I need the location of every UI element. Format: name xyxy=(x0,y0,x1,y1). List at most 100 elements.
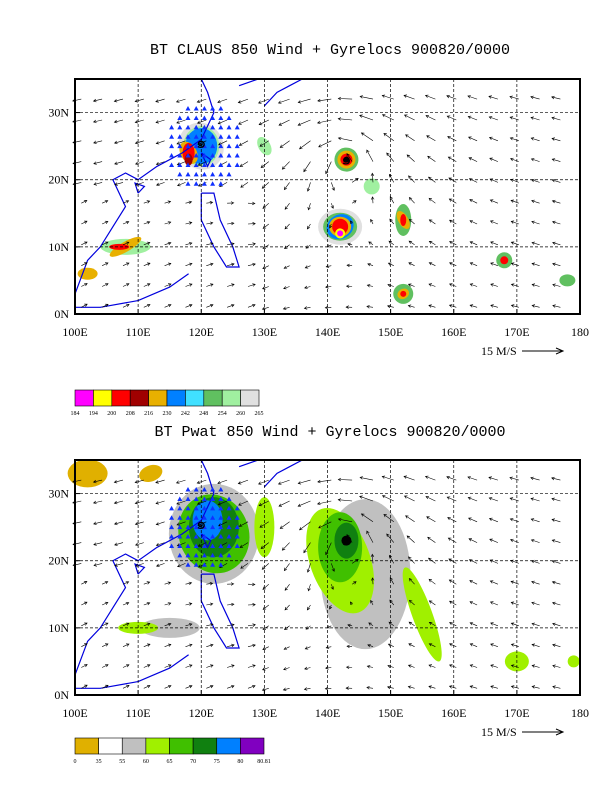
wind-vector xyxy=(262,223,269,229)
gyreloc-marker xyxy=(201,153,207,158)
wind-vector xyxy=(551,179,561,183)
wind-vector xyxy=(448,177,457,183)
wind-vector xyxy=(227,262,235,267)
wind-vector xyxy=(155,98,165,103)
wind-vector xyxy=(262,286,269,290)
wind-vector xyxy=(337,517,353,523)
wind-vector xyxy=(383,133,394,142)
wind-vector xyxy=(449,283,457,287)
cloud-contour xyxy=(400,290,407,297)
wind-vector xyxy=(134,119,144,124)
wind-vector xyxy=(408,240,415,246)
wind-vector xyxy=(426,516,436,523)
colorbar-label: 254 xyxy=(218,411,227,417)
gyreloc-marker xyxy=(210,115,216,120)
gyreloc-marker xyxy=(210,171,216,177)
gyreloc-marker xyxy=(226,524,232,530)
wind-vector xyxy=(551,199,561,204)
wind-vector xyxy=(164,602,172,606)
colorbar-swatch xyxy=(166,389,186,407)
coastline xyxy=(263,78,303,107)
colorbar-swatch xyxy=(240,389,260,407)
typhoon-symbol: ๑ xyxy=(341,150,351,169)
wind-vector xyxy=(406,535,415,543)
wind-vector xyxy=(143,685,151,689)
wind-vector xyxy=(488,116,499,121)
wind-vector xyxy=(303,687,311,691)
wind-vector xyxy=(447,537,457,543)
wind-vector xyxy=(114,563,124,567)
wind-vector xyxy=(101,601,109,606)
panel1-vector-ref-arrowhead xyxy=(555,347,565,355)
wind-vector xyxy=(155,119,165,124)
wind-vector xyxy=(134,479,144,484)
wind-vector xyxy=(143,241,151,246)
wind-vector xyxy=(81,262,88,266)
wind-vector xyxy=(93,140,103,144)
wind-vector xyxy=(176,119,186,124)
cloud-contour xyxy=(363,178,380,195)
wind-vector xyxy=(227,201,235,205)
wind-vector xyxy=(326,244,332,248)
gyreloc-marker xyxy=(201,562,207,567)
wind-vector xyxy=(350,220,354,225)
coastline xyxy=(134,182,146,194)
wind-vector xyxy=(551,158,561,162)
gyreloc-marker xyxy=(201,487,207,492)
gyreloc-marker xyxy=(201,162,207,167)
panel2-vector-ref-label: 15 M/S xyxy=(481,725,517,739)
lat-label: 30N xyxy=(48,106,69,120)
wind-vector xyxy=(370,172,375,183)
wind-vector xyxy=(510,241,519,246)
gyreloc-marker xyxy=(201,124,207,130)
wind-vector xyxy=(325,666,332,670)
colorbar-label: 75 xyxy=(214,759,220,765)
wind-vector xyxy=(227,602,235,607)
gyreloc-marker xyxy=(218,496,224,501)
wind-vector xyxy=(197,521,207,526)
lon-label: 140E xyxy=(315,706,340,720)
wind-vector xyxy=(530,158,540,162)
wind-vector xyxy=(206,643,214,648)
wind-vector xyxy=(403,114,415,121)
cloud-contour xyxy=(337,230,344,237)
gyreloc-marker xyxy=(201,505,207,511)
wind-vector xyxy=(408,175,415,183)
wind-vector xyxy=(389,196,395,204)
wind-vector xyxy=(552,241,561,246)
wind-vector xyxy=(143,643,151,647)
wind-vector xyxy=(388,554,395,564)
wind-vector xyxy=(469,220,478,225)
wind-vector xyxy=(490,685,498,689)
gyreloc-marker xyxy=(193,505,199,511)
gyreloc-marker xyxy=(169,505,175,511)
gyreloc-marker xyxy=(234,124,240,130)
gyreloc-marker xyxy=(210,181,216,186)
wind-vector xyxy=(370,599,374,606)
gyreloc-marker xyxy=(201,496,207,501)
wind-vector xyxy=(185,221,193,225)
wind-vector xyxy=(262,265,269,269)
coastline xyxy=(263,459,303,488)
gyreloc-marker xyxy=(210,543,216,548)
wind-vector xyxy=(134,521,144,526)
wind-vector xyxy=(238,500,249,506)
wind-vector xyxy=(176,140,186,145)
lat-label: 0N xyxy=(54,688,69,702)
wind-vector xyxy=(283,563,290,572)
wind-vector xyxy=(262,202,270,209)
wind-vector xyxy=(283,286,290,290)
gyreloc-marker xyxy=(185,181,191,186)
gyreloc-marker xyxy=(218,524,224,530)
coastline xyxy=(238,78,259,87)
wind-vector xyxy=(408,197,415,204)
wind-vector xyxy=(81,622,88,627)
wind-vector xyxy=(428,685,436,689)
wind-vector xyxy=(185,200,193,205)
wind-vector xyxy=(449,622,457,627)
wind-vector xyxy=(368,241,374,246)
gyreloc-marker xyxy=(234,505,240,511)
lat-label: 20N xyxy=(48,173,69,187)
panel1-title: BT CLAUS 850 Wind + Gyrelocs 900820/0000 xyxy=(150,42,510,59)
wind-vector xyxy=(122,241,130,246)
